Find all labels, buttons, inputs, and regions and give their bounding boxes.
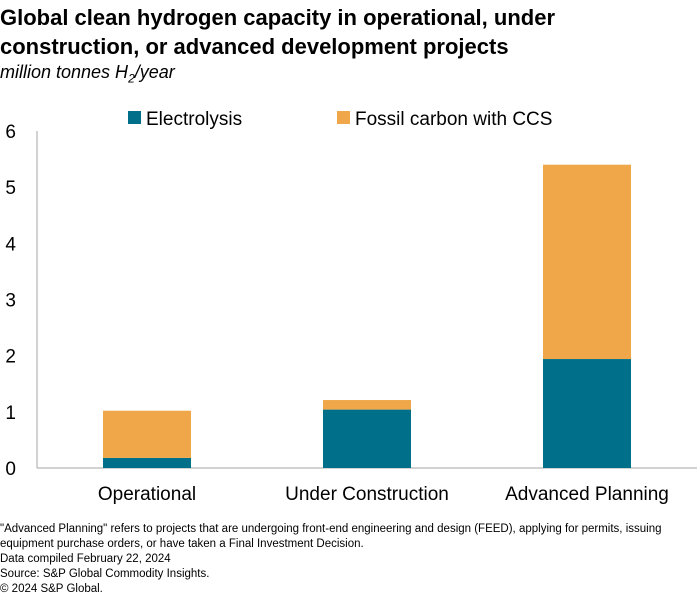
legend: Electrolysis Fossil carbon with CCS bbox=[128, 109, 552, 130]
x-category-label: Advanced Planning bbox=[505, 484, 669, 505]
bar-segment-fossil-carbon-with-ccs-under-construction bbox=[323, 400, 411, 410]
bar-segment-electrolysis-advanced-planning bbox=[543, 359, 631, 468]
y-tick-label: 0 bbox=[5, 459, 16, 480]
bar-segment-electrolysis-under-construction bbox=[323, 409, 411, 468]
bars bbox=[103, 164, 631, 468]
x-category-label: Operational bbox=[98, 484, 196, 505]
bar-segment-fossil-carbon-with-ccs-operational bbox=[103, 410, 191, 458]
y-tick-label: 5 bbox=[5, 178, 16, 199]
footnote-definition: "Advanced Planning" refers to projects t… bbox=[0, 523, 662, 550]
bar-segment-fossil-carbon-with-ccs-advanced-planning bbox=[543, 164, 631, 360]
y-tick-label: 2 bbox=[5, 347, 16, 368]
footnote-copyright: © 2024 S&P Global. bbox=[0, 583, 103, 595]
legend-label-electrolysis: Electrolysis bbox=[146, 109, 242, 130]
y-tick-label: 4 bbox=[5, 234, 16, 255]
chart-subtitle: million tonnes H2/year bbox=[0, 62, 175, 86]
x-category-label: Under Construction bbox=[285, 484, 449, 505]
footnotes: "Advanced Planning" refers to projects t… bbox=[0, 522, 698, 597]
y-axis-ticks: 0 1 2 3 4 5 6 bbox=[5, 122, 16, 480]
legend-label-fossil-ccs: Fossil carbon with CCS bbox=[355, 109, 552, 130]
footnote-source: Source: S&P Global Commodity Insights. bbox=[0, 568, 210, 580]
y-tick-label: 6 bbox=[5, 122, 16, 143]
subtitle-subscript: 2 bbox=[128, 71, 135, 86]
chart-title: Global clean hydrogen capacity in operat… bbox=[0, 5, 556, 59]
legend-swatch-electrolysis bbox=[128, 111, 141, 124]
legend-swatch-fossil-ccs bbox=[337, 111, 350, 124]
subtitle-prefix: million tonnes H bbox=[0, 62, 129, 82]
footnote-date: Data compiled February 22, 2024 bbox=[0, 553, 171, 565]
bar-segment-electrolysis-operational bbox=[103, 457, 191, 468]
y-tick-label: 1 bbox=[5, 403, 16, 424]
stacked-bar-chart: Electrolysis Fossil carbon with CCS 0 1 2 3… bbox=[5, 109, 697, 505]
subtitle-suffix: /year bbox=[134, 62, 175, 82]
category-labels: Operational Under Construction Advanced Pl… bbox=[98, 484, 669, 505]
y-tick-label: 3 bbox=[5, 291, 16, 312]
